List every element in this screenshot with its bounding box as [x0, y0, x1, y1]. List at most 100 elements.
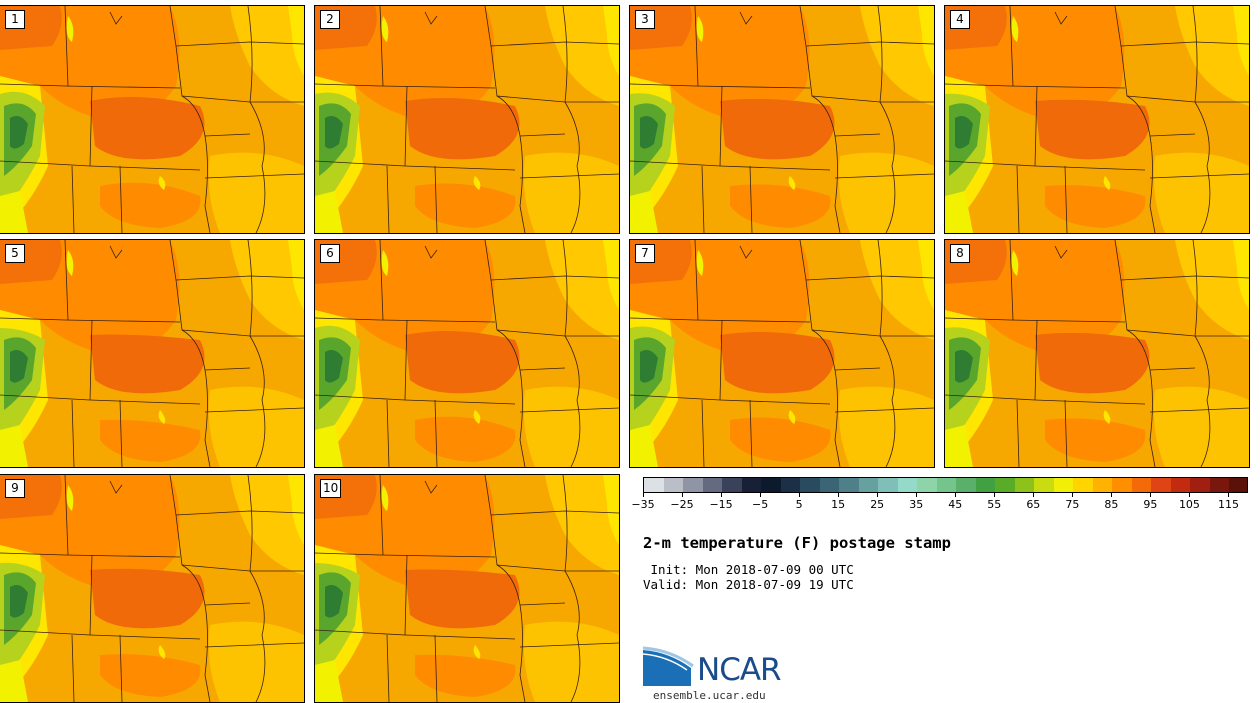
ensemble-member-panel: 1: [0, 5, 305, 234]
colorbar-tick-mark: [994, 493, 996, 497]
temperature-map: [630, 240, 934, 467]
temperature-map: [0, 240, 304, 467]
colorbar-tick-label: 85: [1104, 498, 1119, 511]
colorbar-swatch: [1034, 478, 1055, 492]
colorbar-swatch: [683, 478, 704, 492]
colorbar-swatch: [1092, 478, 1113, 492]
ensemble-member-panel: 8: [944, 239, 1250, 468]
colorbar-swatch: [1190, 478, 1211, 492]
colorbar-swatch: [702, 478, 723, 492]
colorbar-swatch: [1209, 478, 1230, 492]
valid-time: Valid: Mon 2018-07-09 19 UTC: [643, 577, 854, 592]
colorbar-tick-mark: [1189, 493, 1191, 497]
colorbar-swatch: [741, 478, 762, 492]
colorbar-tick-mark: [1150, 493, 1152, 497]
ncar-logo-icon: [643, 646, 694, 686]
member-number-label: 2: [320, 10, 340, 29]
temperature-map: [0, 6, 304, 233]
member-number-label: 6: [320, 244, 340, 263]
ensemble-member-panel: 7: [629, 239, 935, 468]
colorbar-swatch: [917, 478, 938, 492]
colorbar-tick-mark: [916, 493, 918, 497]
ensemble-member-panel: 5: [0, 239, 305, 468]
colorbar-tick-mark: [838, 493, 840, 497]
colorbar-swatch: [1053, 478, 1074, 492]
colorbar-swatch: [1131, 478, 1152, 492]
colorbar-tick-mark: [799, 493, 801, 497]
colorbar-tick-label: 15: [831, 498, 846, 511]
init-time: Init: Mon 2018-07-09 00 UTC: [643, 562, 854, 577]
temperature-map: [630, 6, 934, 233]
colorbar-swatch: [1073, 478, 1094, 492]
colorbar-swatch: [1151, 478, 1172, 492]
temperature-map: [945, 240, 1249, 467]
member-number-label: 3: [635, 10, 655, 29]
colorbar-tick-label: −5: [751, 498, 769, 511]
colorbar-tick-label: 25: [870, 498, 885, 511]
colorbar-swatch: [839, 478, 860, 492]
website-label: ensemble.ucar.edu: [653, 689, 766, 702]
colorbar-swatch: [663, 478, 684, 492]
member-number-label: 9: [5, 479, 25, 498]
ensemble-member-panel: 10: [314, 474, 620, 703]
colorbar-tick-mark: [1033, 493, 1035, 497]
colorbar-swatch: [1170, 478, 1191, 492]
member-number-label: 7: [635, 244, 655, 263]
temperature-map: [0, 475, 304, 702]
colorbar-swatch: [1229, 478, 1247, 492]
colorbar-swatch: [644, 478, 665, 492]
colorbar-swatch: [761, 478, 782, 492]
colorbar-tick-label: 75: [1065, 498, 1080, 511]
colorbar-swatch: [858, 478, 879, 492]
colorbar-swatch: [878, 478, 899, 492]
colorbar-tick-mark: [760, 493, 762, 497]
colorbar-tick-label: 5: [795, 498, 803, 511]
colorbar-tick-label: 115: [1217, 498, 1239, 511]
temperature-map: [945, 6, 1249, 233]
colorbar-swatch: [936, 478, 957, 492]
colorbar-swatch: [956, 478, 977, 492]
colorbar-tick-label: 45: [948, 498, 963, 511]
colorbar-tick-mark: [1111, 493, 1113, 497]
member-number-label: 8: [950, 244, 970, 263]
colorbar-tick-label: 35: [909, 498, 924, 511]
ensemble-member-panel: 3: [629, 5, 935, 234]
colorbar-swatch: [800, 478, 821, 492]
colorbar-swatch: [975, 478, 996, 492]
colorbar-tick-mark: [955, 493, 957, 497]
colorbar-swatch: [995, 478, 1016, 492]
colorbar-swatch: [1112, 478, 1133, 492]
colorbar-tick-label: 55: [987, 498, 1002, 511]
colorbar-tick-mark: [1072, 493, 1074, 497]
ensemble-member-panel: 6: [314, 239, 620, 468]
colorbar: [643, 477, 1248, 493]
member-number-label: 1: [5, 10, 25, 29]
colorbar-tick-label: −35: [631, 498, 655, 511]
member-number-label: 4: [950, 10, 970, 29]
colorbar-swatch: [722, 478, 743, 492]
colorbar-swatch: [1014, 478, 1035, 492]
colorbar-swatch: [819, 478, 840, 492]
colorbar-tick-label: 105: [1178, 498, 1200, 511]
temperature-map: [315, 475, 619, 702]
member-number-label: 10: [320, 479, 342, 498]
colorbar-swatch: [780, 478, 801, 492]
colorbar-tick-label: 95: [1143, 498, 1158, 511]
figure-title: 2-m temperature (F) postage stamp: [643, 534, 951, 552]
colorbar-tick-mark: [721, 493, 723, 497]
colorbar-tick-mark: [643, 493, 644, 497]
colorbar-tick-label: −15: [709, 498, 733, 511]
ensemble-member-panel: 4: [944, 5, 1250, 234]
colorbar-tick-label: −25: [670, 498, 694, 511]
temperature-map: [315, 6, 619, 233]
temperature-map: [315, 240, 619, 467]
ensemble-member-panel: 2: [314, 5, 620, 234]
member-number-label: 5: [5, 244, 25, 263]
colorbar-tick-mark: [1228, 493, 1230, 497]
colorbar-tick-mark: [682, 493, 684, 497]
colorbar-tick-mark: [877, 493, 879, 497]
ensemble-member-panel: 9: [0, 474, 305, 703]
ncar-logo-text: NCAR: [697, 652, 782, 688]
colorbar-tick-label: 65: [1026, 498, 1041, 511]
colorbar-swatch: [897, 478, 918, 492]
